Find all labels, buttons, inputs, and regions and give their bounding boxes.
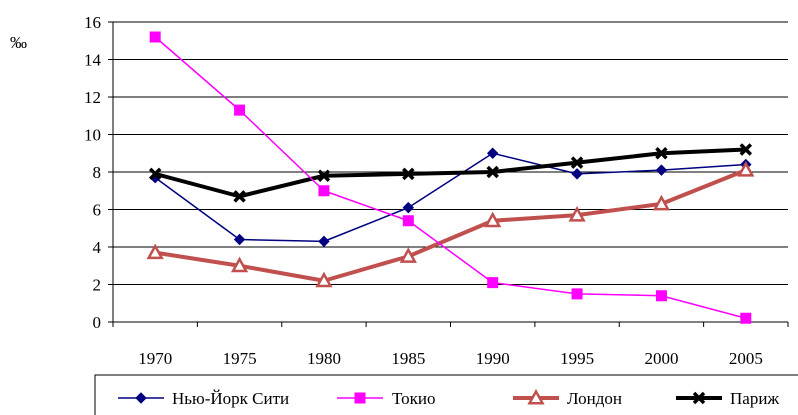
data-point-diamond <box>402 201 415 214</box>
y-tick-label: 14 <box>84 51 102 70</box>
axes: 0 2 4 6 8 10 12 14 16 1970 1975 1980 1985 1990 1995 200… <box>84 13 789 368</box>
series-lines <box>146 31 755 324</box>
data-point-x <box>739 143 753 156</box>
legend-label: Париж <box>730 389 779 408</box>
legend-item: Париж <box>676 389 779 408</box>
y-tick-label: 8 <box>93 163 102 182</box>
data-point-square <box>571 288 583 300</box>
y-tick-label: 10 <box>84 126 101 145</box>
legend-item: Нью-Йорк Сити <box>118 389 289 408</box>
y-tick-label: 0 <box>93 313 102 332</box>
y-tick-label: 4 <box>93 238 102 257</box>
data-point-triangle <box>527 388 545 405</box>
data-point-x <box>402 167 415 181</box>
data-point-triangle <box>146 243 164 260</box>
x-tick-label: 1970 <box>138 349 172 368</box>
legend-item: Лондон <box>513 388 622 408</box>
data-point-square <box>655 290 667 302</box>
data-point-diamond <box>233 233 246 246</box>
x-tick-label: 2005 <box>729 349 763 368</box>
data-point-square <box>234 104 246 116</box>
data-point-square <box>149 31 161 43</box>
data-point-triangle <box>230 256 249 273</box>
series-3 <box>146 161 755 288</box>
x-tick-label: 1975 <box>223 349 257 368</box>
series-line <box>154 152 746 243</box>
x-tick-label: 1985 <box>391 349 425 368</box>
x-tick-label: 1980 <box>307 349 341 368</box>
legend-label: Токио <box>392 389 435 408</box>
data-point-triangle <box>568 206 586 222</box>
data-point-x <box>317 169 331 182</box>
data-point-triangle <box>737 161 755 177</box>
data-point-x <box>486 165 499 179</box>
series-2 <box>149 31 752 324</box>
y-tick-label: 6 <box>93 201 102 220</box>
x-tick-label: 2000 <box>644 349 678 368</box>
data-point-square <box>354 392 366 404</box>
y-tick-label: 2 <box>93 276 102 295</box>
series-1 <box>149 147 752 248</box>
data-point-x <box>148 167 162 181</box>
x-tick-label: 1995 <box>560 349 594 368</box>
data-point-diamond <box>571 168 583 180</box>
data-point-square <box>740 312 752 324</box>
data-point-triangle <box>315 271 333 288</box>
data-point-diamond <box>655 164 668 176</box>
y-tick-label: 12 <box>84 88 101 107</box>
y-axis-unit-label: ‰ <box>10 33 27 52</box>
data-point-triangle <box>652 194 671 211</box>
series-line <box>154 36 747 319</box>
legend-label: Нью-Йорк Сити <box>172 389 289 408</box>
x-tick-label: 1990 <box>476 349 510 368</box>
legend-item: Токио <box>337 389 435 408</box>
series-4 <box>148 143 753 203</box>
data-point-x <box>655 147 668 160</box>
legend-label: Лондон <box>567 389 622 408</box>
data-point-x <box>570 156 584 169</box>
data-point-triangle <box>484 211 502 228</box>
legend: Нью-Йорк Сити Токио Лондон Париж <box>94 374 798 415</box>
legend-box <box>94 374 798 415</box>
data-point-diamond <box>318 235 330 248</box>
series-line <box>154 168 747 283</box>
data-point-diamond <box>135 392 147 404</box>
data-point-square <box>487 277 499 289</box>
data-point-x <box>692 391 706 405</box>
data-point-x <box>233 190 246 203</box>
data-point-triangle <box>399 247 417 263</box>
data-point-diamond <box>486 147 499 159</box>
series-line <box>154 147 746 199</box>
y-tick-label: 16 <box>84 13 101 32</box>
data-point-square <box>402 215 414 227</box>
data-point-square <box>318 185 330 197</box>
